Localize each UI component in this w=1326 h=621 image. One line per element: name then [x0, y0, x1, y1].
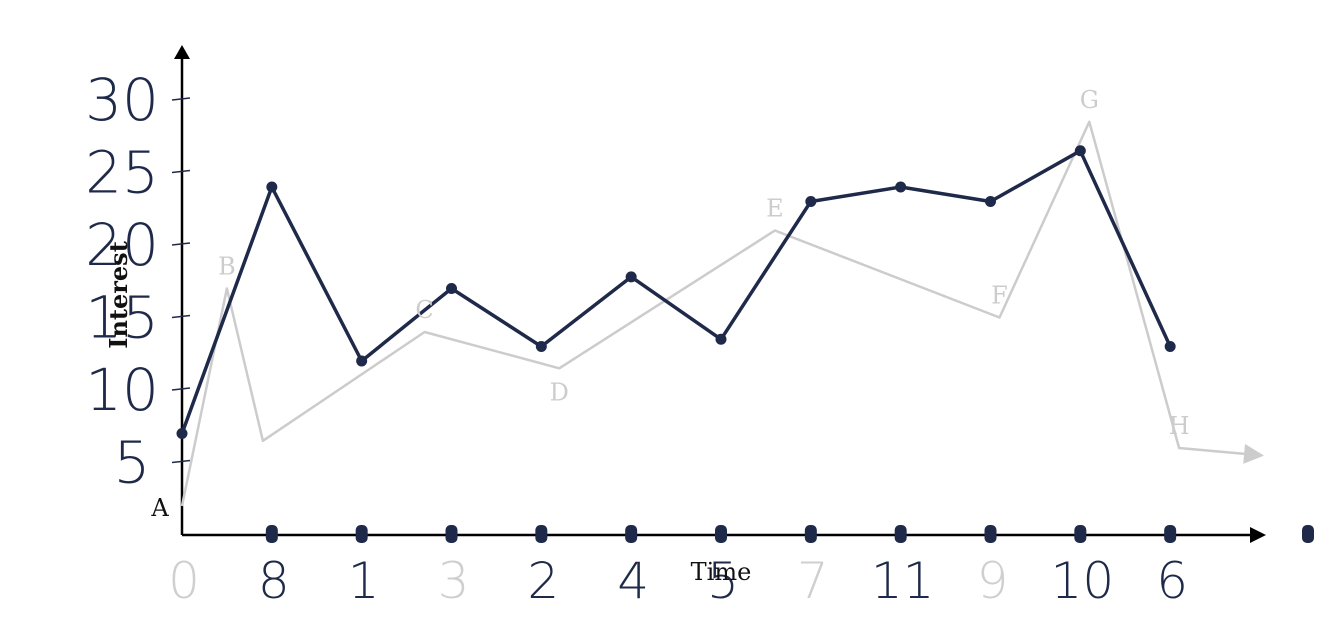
- point-label: E: [766, 195, 784, 223]
- x-tick-label: 6: [1156, 552, 1188, 610]
- x-axis-marker: [984, 525, 997, 543]
- x-tick-label: 9: [977, 552, 1009, 610]
- y-tick-mark: [171, 97, 191, 101]
- labels: Time Interest: [104, 241, 751, 586]
- data-point: [895, 181, 907, 193]
- y-tick-label: 5: [114, 429, 151, 497]
- series-points: A B C D E F G H: [150, 86, 1189, 522]
- x-axis-marker: [1074, 525, 1087, 543]
- data-point: [625, 271, 637, 283]
- data-point: [1164, 341, 1176, 352]
- data-point: [176, 428, 188, 439]
- series-dark-line: [180, 149, 1172, 435]
- data-point: [715, 333, 727, 345]
- point-label: B: [218, 253, 236, 281]
- point-label: D: [550, 378, 569, 406]
- x-axis-marker: [715, 525, 727, 543]
- series-lines: [180, 120, 1264, 507]
- y-tick-label: 20: [85, 211, 159, 279]
- y-tick-label: 15: [85, 284, 159, 352]
- data-point: [446, 283, 457, 294]
- data-point: [1074, 145, 1086, 157]
- y-axis-arrowhead: [174, 45, 190, 59]
- x-axis-marker: [625, 525, 638, 543]
- data-point: [356, 355, 368, 367]
- point-label: H: [1169, 412, 1190, 440]
- x-axis-marker: [445, 525, 458, 543]
- x-tick-label: 4: [617, 552, 649, 610]
- y-tick-mark: [171, 314, 191, 319]
- x-axis-marker: [804, 525, 817, 543]
- x-tick-label: 2: [527, 552, 559, 610]
- point-label: G: [1080, 86, 1099, 114]
- x-axis-marker: [265, 525, 278, 543]
- x-tick-label: 7: [797, 552, 829, 610]
- y-tick-mark: [171, 387, 191, 391]
- y-tick-mark: [171, 169, 191, 174]
- y-tick-mark: [171, 242, 191, 246]
- x-tick-label: 0: [168, 552, 200, 610]
- series-gray-line: [180, 120, 1264, 507]
- y-tick-label: 25: [85, 139, 159, 207]
- x-axis-marker: [1302, 525, 1314, 543]
- x-tick-label: 5: [707, 552, 739, 610]
- y-tick-mark: [171, 459, 191, 464]
- x-axis-marker: [535, 525, 548, 543]
- x-tick-label: 1: [348, 552, 380, 610]
- point-label: C: [415, 296, 433, 324]
- x-tick-label: 10: [1051, 552, 1115, 610]
- y-tick-label: 30: [85, 66, 159, 134]
- axes: [174, 45, 1266, 543]
- x-axis-marker: [355, 525, 368, 543]
- x-axis-marker: [894, 525, 907, 543]
- x-axis-marker: [1164, 525, 1177, 543]
- data-point: [805, 196, 817, 207]
- x-axis-label: Time: [691, 558, 752, 586]
- point-label: F: [991, 282, 1008, 310]
- x-axis-arrowhead: [1250, 527, 1266, 543]
- data-point: [535, 341, 547, 352]
- y-tick-label: 10: [85, 356, 159, 424]
- y-axis-label: Interest: [104, 241, 133, 349]
- x-tick-label: 8: [258, 552, 290, 610]
- point-label: A: [150, 494, 169, 522]
- data-point: [266, 181, 278, 193]
- x-tick-label: 11: [871, 552, 935, 610]
- data-point: [985, 196, 996, 207]
- x-tick-label: 3: [438, 552, 470, 610]
